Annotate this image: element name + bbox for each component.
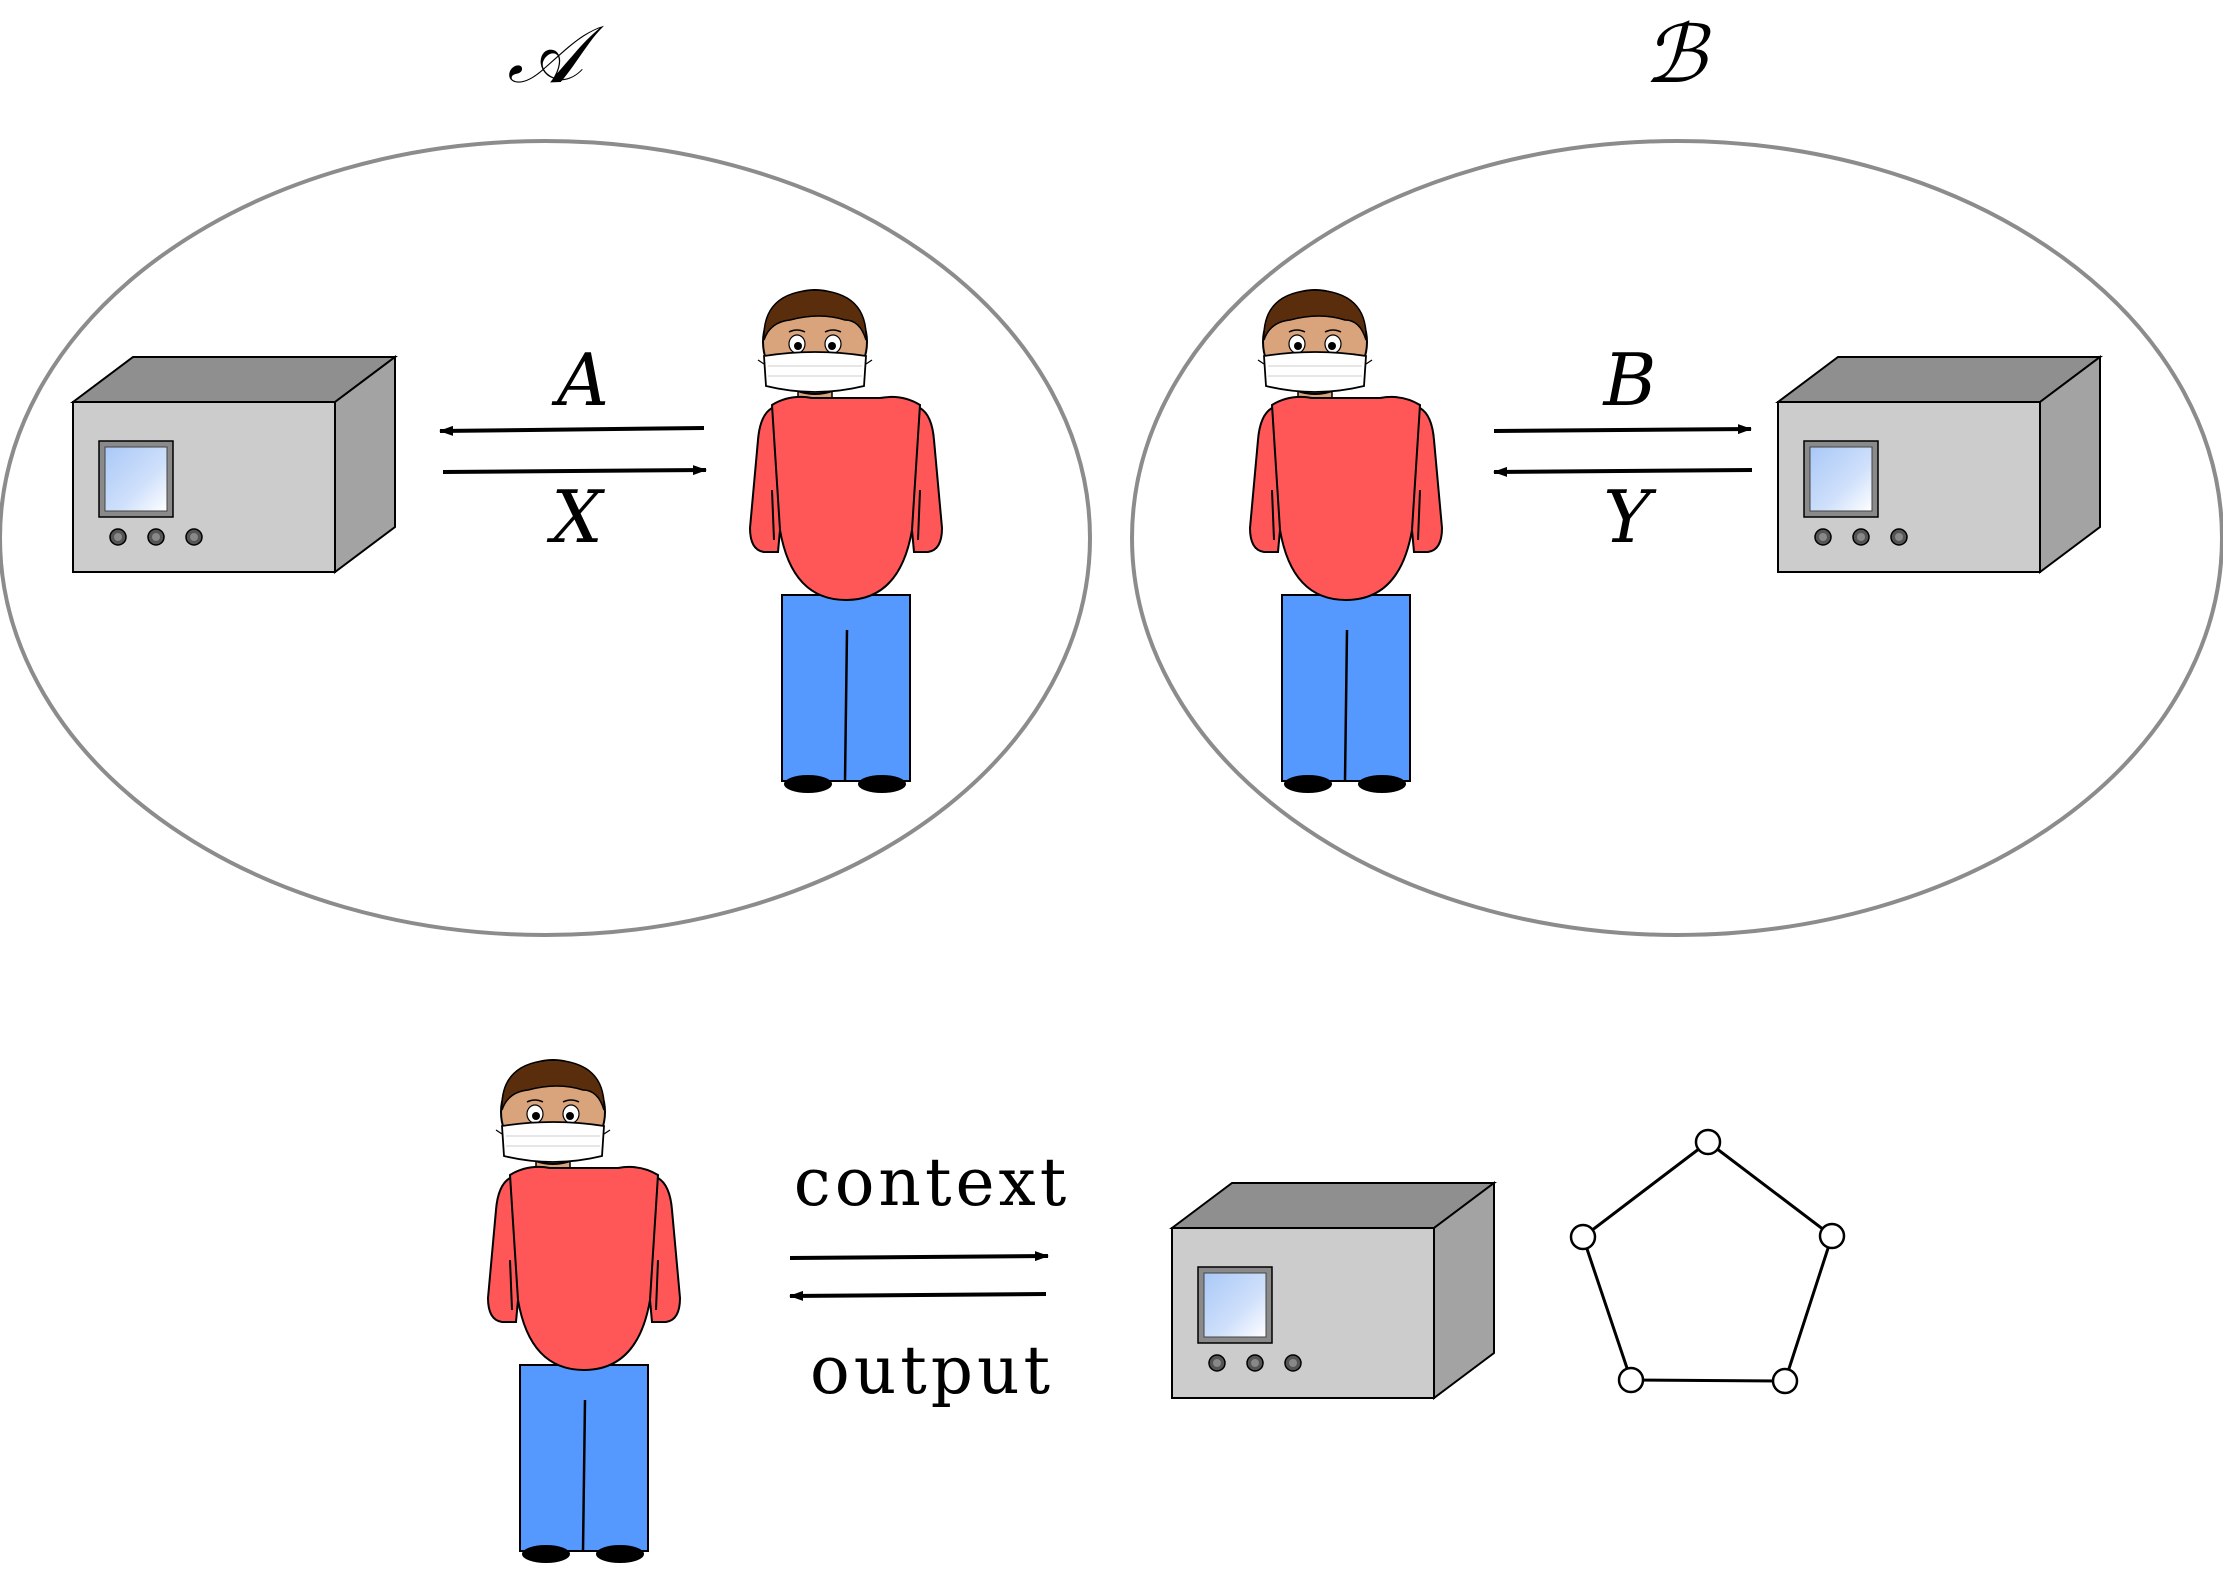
label-context: context bbox=[794, 1144, 1071, 1221]
device-icon bbox=[72, 356, 396, 573]
label-input-b: B bbox=[1602, 338, 1657, 422]
arrow-a-to-device bbox=[439, 425, 705, 436]
arrow-b-to-device bbox=[1493, 424, 1752, 435]
pentagon-graph-icon bbox=[1569, 1128, 1846, 1395]
arrow-context-to-device bbox=[789, 1251, 1049, 1262]
label-input-a: A bbox=[551, 338, 609, 422]
arrow-y-to-person bbox=[1493, 466, 1753, 477]
label-output-y: Y bbox=[1603, 475, 1657, 559]
arrow-x-to-person bbox=[442, 465, 707, 476]
device-icon bbox=[1777, 356, 2101, 573]
party-a-label: 𝒜 bbox=[507, 8, 604, 101]
label-output-x: X bbox=[546, 475, 605, 559]
person-icon bbox=[486, 1058, 682, 1565]
party-b-label: ℬ bbox=[1644, 8, 1712, 101]
person-icon bbox=[1248, 288, 1444, 795]
device-icon bbox=[1171, 1182, 1495, 1399]
label-output: output bbox=[810, 1332, 1054, 1409]
person-icon bbox=[748, 288, 944, 795]
party-a-ellipse bbox=[0, 139, 1092, 937]
party-b-ellipse bbox=[1130, 139, 2223, 937]
arrow-output-to-person bbox=[789, 1290, 1047, 1301]
